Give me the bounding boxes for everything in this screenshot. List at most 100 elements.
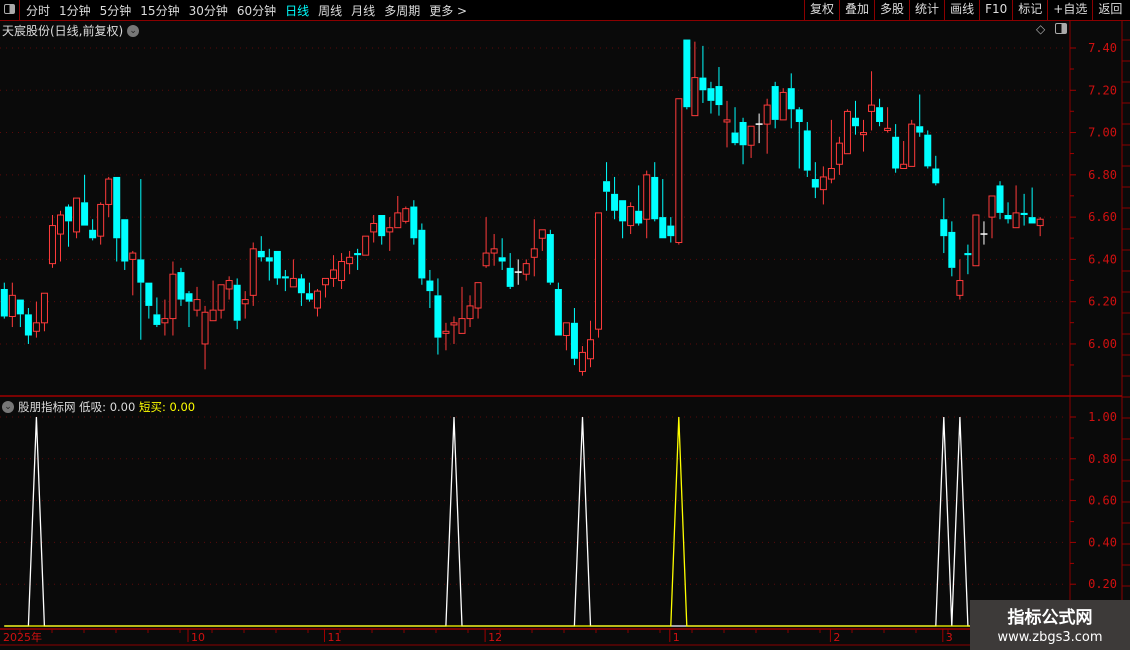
candle-body-down bbox=[731, 132, 739, 144]
candle bbox=[522, 259, 530, 281]
chevron-down-icon[interactable]: ⌄ bbox=[127, 24, 140, 37]
candle-body-down bbox=[410, 206, 418, 239]
candle-body-up bbox=[691, 77, 699, 117]
tab-9[interactable]: 多周期 bbox=[384, 4, 421, 18]
candle bbox=[498, 238, 506, 270]
candle bbox=[426, 269, 434, 309]
candle-body-up bbox=[490, 248, 498, 254]
tab-5[interactable]: 60分钟 bbox=[236, 4, 277, 18]
candle bbox=[378, 215, 386, 245]
candle-body-down bbox=[715, 86, 723, 106]
candle-body-up bbox=[105, 178, 113, 205]
tab-2[interactable]: 5分钟 bbox=[99, 4, 132, 18]
candle-body-down bbox=[964, 253, 972, 256]
candle bbox=[619, 200, 627, 239]
candle bbox=[169, 261, 177, 336]
watermark-title: 指标公式网 bbox=[1007, 608, 1093, 628]
dm-value: 0.00 bbox=[169, 400, 196, 414]
dx-value: 0.00 bbox=[109, 400, 136, 414]
price-tick-label: 6.40 bbox=[1088, 252, 1117, 266]
tab-6[interactable]: 日线 bbox=[285, 4, 310, 18]
stock-title: 天宸股份(日线,前复权) bbox=[2, 24, 124, 38]
candle-body-up bbox=[40, 292, 48, 324]
toolbar-button-1[interactable]: 叠加 bbox=[839, 0, 874, 20]
tab-3[interactable]: 15分钟 bbox=[140, 4, 180, 18]
candle-body-up bbox=[643, 174, 651, 220]
candle-body-down bbox=[137, 259, 145, 283]
candle bbox=[884, 107, 892, 133]
candle bbox=[570, 308, 578, 366]
candle-body-down bbox=[699, 77, 707, 91]
candle-body-down bbox=[24, 314, 32, 336]
sidebar-toggle-button[interactable] bbox=[0, 0, 20, 20]
candle bbox=[819, 166, 827, 205]
candle bbox=[851, 100, 859, 135]
candle bbox=[209, 280, 217, 322]
date-label: 2025年 bbox=[3, 630, 42, 644]
candle bbox=[1012, 185, 1020, 229]
candle bbox=[81, 174, 89, 226]
candle-body-up bbox=[908, 123, 916, 167]
candle bbox=[651, 162, 659, 222]
candle bbox=[113, 176, 121, 262]
toolbar-button-0[interactable]: 复权 bbox=[804, 0, 839, 20]
candle bbox=[739, 117, 747, 165]
candle-body-down bbox=[932, 168, 940, 184]
price-tick-label: 6.20 bbox=[1088, 295, 1117, 309]
candle-body-up bbox=[225, 280, 233, 290]
candle bbox=[129, 250, 137, 296]
candle-body-up bbox=[32, 322, 40, 332]
tab-0[interactable]: 分时 bbox=[26, 4, 51, 18]
tab-7[interactable]: 周线 bbox=[318, 4, 343, 18]
candle-body-down bbox=[113, 176, 121, 239]
panel-toggle-icon[interactable] bbox=[1055, 23, 1067, 34]
indicator-name: 股朋指标网 bbox=[18, 400, 76, 414]
candle-body-down bbox=[851, 117, 859, 127]
candle-body-down bbox=[554, 288, 562, 336]
tab-8[interactable]: 月线 bbox=[351, 4, 376, 18]
candle bbox=[249, 242, 257, 306]
diamond-icon[interactable]: ◇ bbox=[1036, 22, 1046, 36]
candle-body-up bbox=[458, 318, 466, 334]
candle-body-down bbox=[811, 179, 819, 188]
indicator-header: ⌄ 股朋指标网 低吸: 0.00 短买: 0.00 bbox=[2, 399, 195, 415]
price-tick-label: 7.00 bbox=[1088, 126, 1117, 140]
candle-body-up bbox=[988, 195, 996, 218]
candle bbox=[546, 229, 554, 285]
candle bbox=[121, 219, 129, 270]
toolbar-button-2[interactable]: 多股 bbox=[874, 0, 909, 20]
price-tick-label: 6.00 bbox=[1088, 337, 1117, 351]
toolbar-button-5[interactable]: F10 bbox=[979, 0, 1012, 20]
candle bbox=[201, 305, 209, 370]
toolbar-button-4[interactable]: 画线 bbox=[944, 0, 979, 20]
tab-1[interactable]: 1分钟 bbox=[59, 4, 91, 18]
tab-10[interactable]: 更多 > bbox=[429, 4, 468, 18]
candle-body-down bbox=[683, 39, 691, 108]
candle bbox=[731, 107, 739, 146]
candle bbox=[241, 291, 249, 319]
candle bbox=[755, 113, 763, 144]
candle bbox=[916, 94, 924, 137]
candle-body-up bbox=[835, 142, 843, 165]
candle bbox=[24, 308, 32, 344]
candle-body-up bbox=[370, 222, 378, 233]
date-label: 1 bbox=[673, 631, 680, 644]
candle bbox=[330, 255, 338, 287]
candle bbox=[273, 250, 281, 285]
chevron-down-icon[interactable]: ⌄ bbox=[2, 401, 14, 413]
candle bbox=[8, 282, 16, 328]
toolbar-button-6[interactable]: 标记 bbox=[1012, 0, 1047, 20]
candle-body-down bbox=[177, 272, 185, 300]
candle-body-up bbox=[675, 98, 683, 243]
toolbar-button-3[interactable]: 统计 bbox=[909, 0, 944, 20]
candle bbox=[297, 274, 305, 306]
candle bbox=[578, 346, 586, 376]
toolbar-button-8[interactable]: 返回 bbox=[1092, 0, 1127, 20]
tab-4[interactable]: 30分钟 bbox=[188, 4, 228, 18]
candle bbox=[795, 107, 803, 169]
toolbar-button-7[interactable]: +自选 bbox=[1047, 0, 1092, 20]
candle-body-up bbox=[779, 91, 787, 121]
candle bbox=[370, 215, 378, 243]
candle-body-up bbox=[450, 322, 458, 326]
